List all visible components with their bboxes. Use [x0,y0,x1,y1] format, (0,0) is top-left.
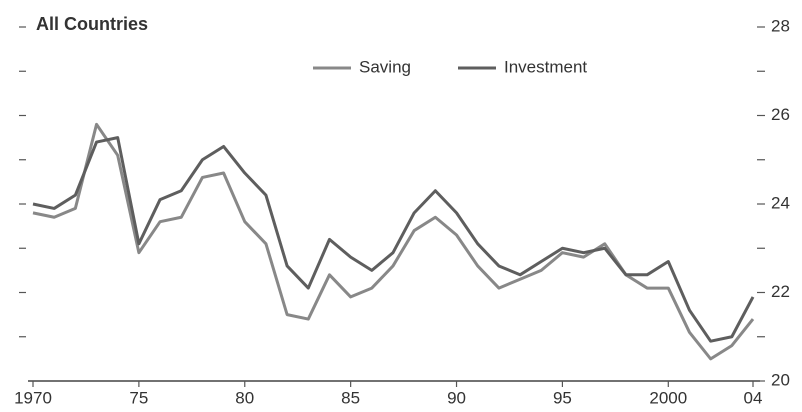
y-tick-label: 28 [771,16,790,35]
x-tick-label: 80 [235,388,254,407]
x-tick-label: 04 [744,388,763,407]
y-tick-label: 24 [771,193,790,212]
series-line [32,122,755,361]
x-tick-label: 90 [447,388,466,407]
legend-label: Investment [504,57,587,76]
x-tick-label: 75 [129,388,148,407]
series-line [32,136,755,343]
chart-title: All Countries [36,14,148,34]
x-tick-label: 2000 [649,388,687,407]
y-tick-label: 20 [771,370,790,389]
legend-label: Saving [359,57,411,76]
x-tick-label: 95 [553,388,572,407]
y-tick-label: 22 [771,282,790,301]
y-tick-label: 26 [771,105,790,124]
x-tick-label: 1970 [14,388,52,407]
x-tick-label: 85 [341,388,360,407]
